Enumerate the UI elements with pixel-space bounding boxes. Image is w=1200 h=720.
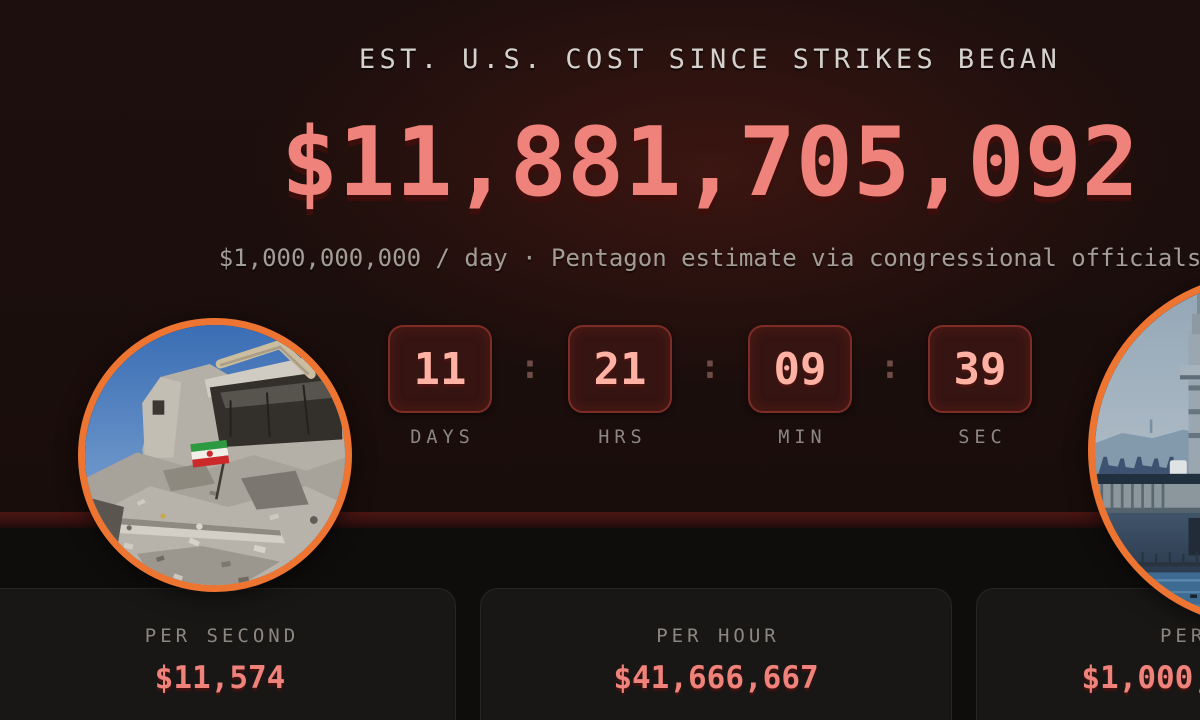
page-title: EST. U.S. COST SINCE STRIKES BEGAN [358, 44, 1062, 75]
rate-card-per-hour: PER HOUR $41,666,667 [480, 588, 952, 720]
rate-card-value: $11,574 [154, 660, 286, 696]
rubble-with-iranian-flag-photo [78, 318, 352, 592]
total-cost-counter: $11,881,705,092 [281, 108, 1139, 218]
timer-unit-days: 11 DAYS [388, 325, 492, 448]
rate-cards-row: PER SECOND $11,574 PER HOUR $41,666,667 … [0, 588, 1200, 720]
timer-sec-value: 39 [953, 343, 1007, 395]
timer-hrs-value: 21 [593, 343, 647, 395]
timer-colon: : [699, 347, 721, 387]
timer-colon: : [879, 347, 901, 387]
timer-unit-sec: 39 SEC [928, 325, 1032, 448]
rate-card-per-second: PER SECOND $11,574 [0, 588, 456, 720]
timer-min-box: 09 [748, 325, 852, 413]
rates-section: PER SECOND $11,574 PER HOUR $41,666,667 … [0, 528, 1200, 720]
rate-card-value: $41,666,667 [613, 660, 819, 696]
timer-hrs-label: HRS [598, 427, 647, 448]
rate-card-label: PER DAY [1159, 625, 1200, 647]
elapsed-timer: 11 DAYS : 21 HRS : 09 MIN : 39 SEC [388, 325, 1032, 448]
timer-unit-hrs: 21 HRS [568, 325, 672, 448]
timer-sec-box: 39 [928, 325, 1032, 413]
timer-days-label: DAYS [410, 427, 475, 448]
daily-rate-note: $1,000,000,000 / day · Pentagon estimate… [218, 244, 1200, 272]
timer-unit-min: 09 MIN [748, 325, 852, 448]
timer-days-value: 11 [413, 343, 467, 395]
timer-sec-label: SEC [958, 427, 1007, 448]
rate-card-value: $1,000,000,000 [1081, 660, 1200, 696]
timer-hrs-box: 21 [568, 325, 672, 413]
rate-card-label: PER HOUR [656, 625, 780, 647]
timer-min-label: MIN [778, 427, 827, 448]
rate-card-per-day: PER DAY $1,000,000,000 [976, 588, 1200, 720]
timer-min-value: 09 [773, 343, 827, 395]
timer-days-box: 11 [388, 325, 492, 413]
timer-colon: : [519, 347, 541, 387]
rate-card-label: PER SECOND [144, 625, 300, 647]
